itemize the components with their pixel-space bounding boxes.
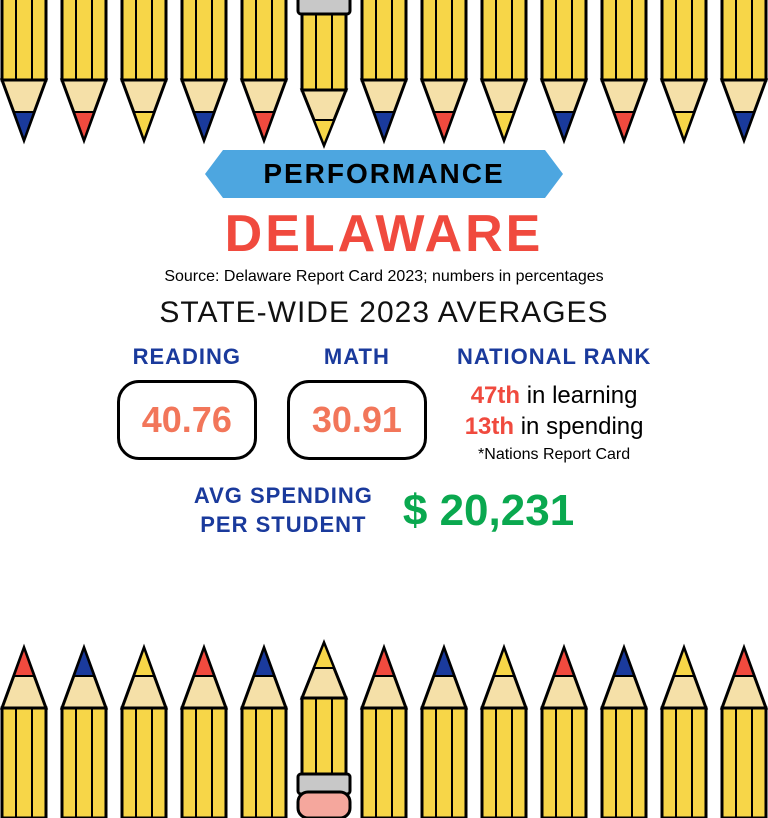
rank-spending: 13th in spending [457,411,651,442]
infographic-content: PERFORMANCE DELAWARE Source: Delaware Re… [0,150,768,540]
performance-banner: PERFORMANCE [223,150,544,198]
math-label: MATH [287,344,427,370]
pencil-icon [234,638,294,818]
pencil-icon [234,0,294,150]
pencil-icon [714,638,768,818]
pencil-border-bottom [0,638,768,818]
pencil-icon [114,0,174,150]
rank-learning-num: 47th [471,382,520,409]
state-name: DELAWARE [0,204,768,264]
spending-label-line1: AVG SPENDING [194,483,373,508]
pencil-icon [594,638,654,818]
reading-label: READING [117,344,257,370]
pencil-icon [294,638,354,818]
rank-note: *Nations Report Card [457,446,651,464]
averages-title: STATE-WIDE 2023 AVERAGES [0,296,768,330]
pencil-icon [354,0,414,150]
pencil-icon [714,0,768,150]
national-rank: NATIONAL RANK 47th in learning 13th in s… [457,344,651,464]
pencil-icon [534,0,594,150]
pencil-icon [0,0,54,150]
math-value: 30.91 [287,380,427,460]
pencil-icon [54,638,114,818]
pencil-icon [294,0,354,150]
pencil-icon [54,0,114,150]
rank-learning: 47th in learning [457,380,651,411]
reading-stat: READING 40.76 [117,344,257,460]
pencil-icon [594,0,654,150]
rank-label: NATIONAL RANK [457,344,651,370]
spending-row: AVG SPENDING PER STUDENT $ 20,231 [0,482,768,539]
rank-learning-text: in learning [520,382,637,409]
pencil-icon [414,638,474,818]
stats-row: READING 40.76 MATH 30.91 NATIONAL RANK 4… [0,344,768,464]
spending-value: $ 20,231 [403,486,574,536]
pencil-icon [0,638,54,818]
banner-label: PERFORMANCE [263,158,504,189]
pencil-icon [354,638,414,818]
pencil-border-top [0,0,768,150]
pencil-icon [534,638,594,818]
rank-spending-text: in spending [514,413,643,440]
reading-value: 40.76 [117,380,257,460]
pencil-icon [654,0,714,150]
spending-label: AVG SPENDING PER STUDENT [194,482,373,539]
pencil-icon [654,638,714,818]
pencil-icon [174,0,234,150]
pencil-icon [474,0,534,150]
rank-spending-num: 13th [465,413,514,440]
pencil-icon [114,638,174,818]
spending-label-line2: PER STUDENT [200,512,366,537]
pencil-icon [174,638,234,818]
math-stat: MATH 30.91 [287,344,427,460]
source-text: Source: Delaware Report Card 2023; numbe… [0,268,768,286]
pencil-icon [474,638,534,818]
pencil-icon [414,0,474,150]
